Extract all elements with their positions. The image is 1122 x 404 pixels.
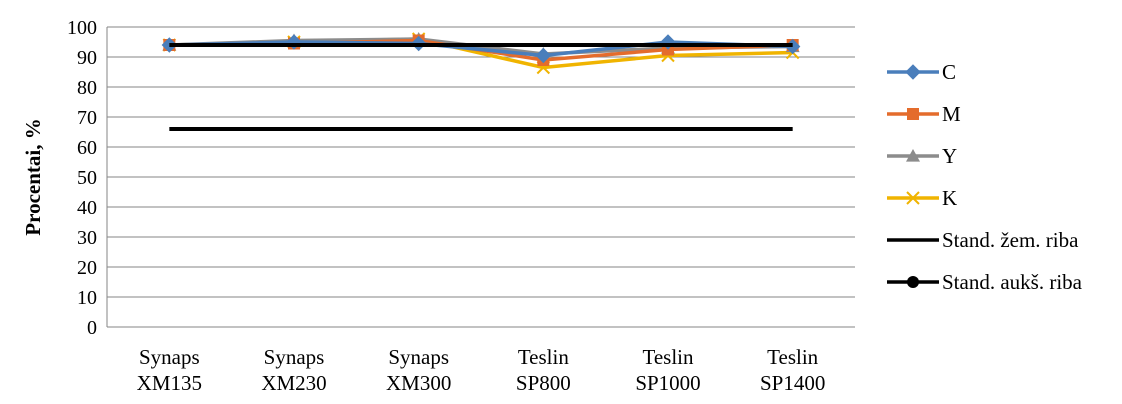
x-tick-label-line: SP800 — [516, 371, 571, 395]
x-tick-label-line: Teslin — [518, 345, 570, 369]
legend-marker — [907, 108, 919, 120]
legend-item-y: Y — [887, 144, 957, 168]
series-line-c — [169, 40, 793, 58]
y-gridlines — [107, 26, 855, 328]
y-tick-label: 20 — [77, 257, 97, 279]
legend-item-stand-auks-riba: Stand. aukš. riba — [887, 270, 1083, 294]
x-tick-label-line: SP1000 — [635, 371, 700, 395]
y-tick-label: 100 — [67, 17, 97, 39]
x-tick-label-line: XM135 — [137, 371, 202, 395]
legend-item-m: M — [887, 102, 961, 126]
y-tick-label: 70 — [77, 107, 97, 129]
legend-item-stand-zem-riba: Stand. žem. riba — [887, 228, 1079, 252]
y-tick-label: 50 — [77, 167, 97, 189]
legend-item-k: K — [887, 186, 957, 210]
x-tick-label-line: Teslin — [642, 345, 694, 369]
x-tick-label-line: XM300 — [386, 371, 451, 395]
point-c — [535, 47, 552, 64]
legend-label: C — [942, 60, 956, 84]
legend-label: K — [942, 186, 957, 210]
y-tick-label: 10 — [77, 287, 97, 309]
x-tick-label-line: Synaps — [388, 345, 449, 369]
y-tick-label: 30 — [77, 227, 97, 249]
x-tick-label-line: Synaps — [139, 345, 200, 369]
y-tick-label: 40 — [77, 197, 97, 219]
legend-item-c: C — [887, 60, 956, 84]
y-tick-label: 80 — [77, 77, 97, 99]
x-tick-label: Synaps XM300 — [386, 345, 451, 395]
legend-marker — [906, 149, 920, 162]
x-tick-label: Teslin SP800 — [516, 345, 571, 395]
legend-label: Stand. žem. riba — [942, 228, 1079, 252]
y-tick-label: 90 — [77, 47, 97, 69]
y-tick-label: 60 — [77, 137, 97, 159]
x-tick-label: Teslin SP1000 — [635, 345, 700, 395]
legend-marker — [906, 191, 920, 205]
legend-label: Stand. aukš. riba — [942, 270, 1083, 294]
x-tick-label-line: XM230 — [261, 371, 326, 395]
x-tick-label-line: Teslin — [767, 345, 819, 369]
legend-label: Y — [942, 144, 957, 168]
legend-marker — [905, 64, 921, 80]
legend-label: M — [942, 102, 961, 126]
x-tick-label: Synaps XM230 — [261, 345, 326, 395]
x-tick-label-line: SP1400 — [760, 371, 825, 395]
y-axis-label: Procentai, % — [21, 118, 45, 235]
series-k — [162, 32, 800, 75]
legend-marker — [907, 276, 919, 288]
x-tick-label: Synaps XM135 — [137, 345, 202, 395]
x-tick-label-line: Synaps — [264, 345, 325, 369]
y-tick-label: 0 — [87, 317, 97, 339]
x-tick-label: Teslin SP1400 — [760, 345, 825, 395]
